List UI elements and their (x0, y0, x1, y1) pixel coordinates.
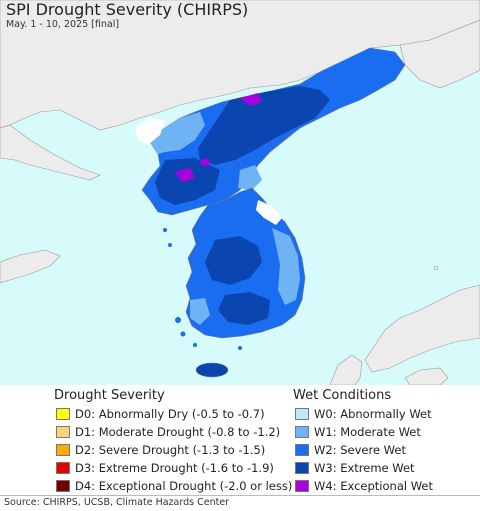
legend-swatch (56, 408, 70, 420)
japan-kyushu (329, 354, 363, 385)
island (175, 317, 181, 323)
legend-swatch (56, 462, 70, 474)
legend-label: D0: Abnormally Dry (-0.5 to -0.7) (75, 407, 265, 421)
sk-w1-southwest (190, 298, 210, 325)
legend-swatch (56, 426, 70, 438)
legend-label: W0: Abnormally Wet (314, 407, 432, 421)
wet-legend-title: Wet Conditions (293, 388, 392, 403)
nk-w4-northeast (240, 93, 262, 106)
page-title: SPI Drought Severity (CHIRPS) (6, 0, 249, 19)
legend-swatch (295, 462, 309, 474)
island (433, 265, 439, 271)
legend-label: D2: Severe Drought (-1.3 to -1.5) (75, 443, 266, 457)
legend-label: D4: Exceptional Drought (-2.0 or less) (75, 479, 293, 493)
legend-swatch (295, 426, 309, 438)
island (238, 346, 242, 350)
sk-w3-south (218, 292, 270, 325)
legend-swatch (295, 444, 309, 456)
china-border-wet (300, 48, 395, 84)
legend-item-d2: D2: Severe Drought (-1.3 to -1.5) (56, 442, 265, 458)
legend-item-d0: D0: Abnormally Dry (-0.5 to -0.7) (56, 406, 265, 422)
legend: Drought Severity Wet Conditions D0: Abno… (0, 385, 480, 495)
nk-w1-west (150, 112, 205, 154)
nk-w0-west (135, 118, 165, 145)
nk-w1-east (238, 165, 262, 190)
nk-w3-west (155, 158, 220, 205)
legend-swatch (56, 480, 70, 492)
sk-w3-central (205, 236, 262, 285)
drought-legend-title: Drought Severity (54, 388, 165, 403)
legend-item-w4: W4: Exceptional Wet (295, 478, 433, 494)
island (193, 343, 197, 347)
sk-w1-east (272, 228, 300, 305)
legend-swatch (295, 480, 309, 492)
legend-label: W3: Extreme Wet (314, 461, 415, 475)
legend-label: D3: Extreme Drought (-1.6 to -1.9) (75, 461, 274, 475)
island (180, 331, 186, 337)
nk-w3-core (198, 86, 330, 165)
shandong-land (0, 249, 61, 284)
island (168, 243, 172, 247)
sk-w0-northeast (256, 200, 282, 225)
legend-item-d1: D1: Moderate Drought (-0.8 to -1.2) (56, 424, 280, 440)
jeju-island (195, 362, 229, 378)
footer: Source: CHIRPS, UCSB, Climate Hazards Ce… (0, 495, 480, 511)
island (163, 228, 167, 232)
legend-item-w3: W3: Extreme Wet (295, 460, 415, 476)
japan-land (364, 284, 480, 373)
legend-label: D1: Moderate Drought (-0.8 to -1.2) (75, 425, 281, 439)
legend-swatch (295, 408, 309, 420)
legend-label: W1: Moderate Wet (314, 425, 421, 439)
liaodong-land (0, 124, 101, 181)
legend-swatch (56, 444, 70, 456)
russia-land (399, 19, 480, 89)
legend-item-d3: D3: Extreme Drought (-1.6 to -1.9) (56, 460, 274, 476)
drought-map (0, 0, 480, 385)
legend-item-w0: W0: Abnormally Wet (295, 406, 432, 422)
date-range: May. 1 - 10, 2025 [final] (6, 19, 120, 30)
legend-label: W4: Exceptional Wet (314, 479, 433, 493)
legend-item-d4: D4: Exceptional Drought (-2.0 or less) (56, 478, 292, 494)
legend-label: W2: Severe Wet (314, 443, 406, 457)
source-credit: Source: CHIRPS, UCSB, Climate Hazards Ce… (4, 497, 230, 508)
japan-shikoku (404, 367, 449, 385)
nk-w4-west2 (200, 158, 210, 166)
legend-item-w2: W2: Severe Wet (295, 442, 406, 458)
legend-item-w1: W1: Moderate Wet (295, 424, 421, 440)
nk-w4-west (175, 168, 195, 182)
